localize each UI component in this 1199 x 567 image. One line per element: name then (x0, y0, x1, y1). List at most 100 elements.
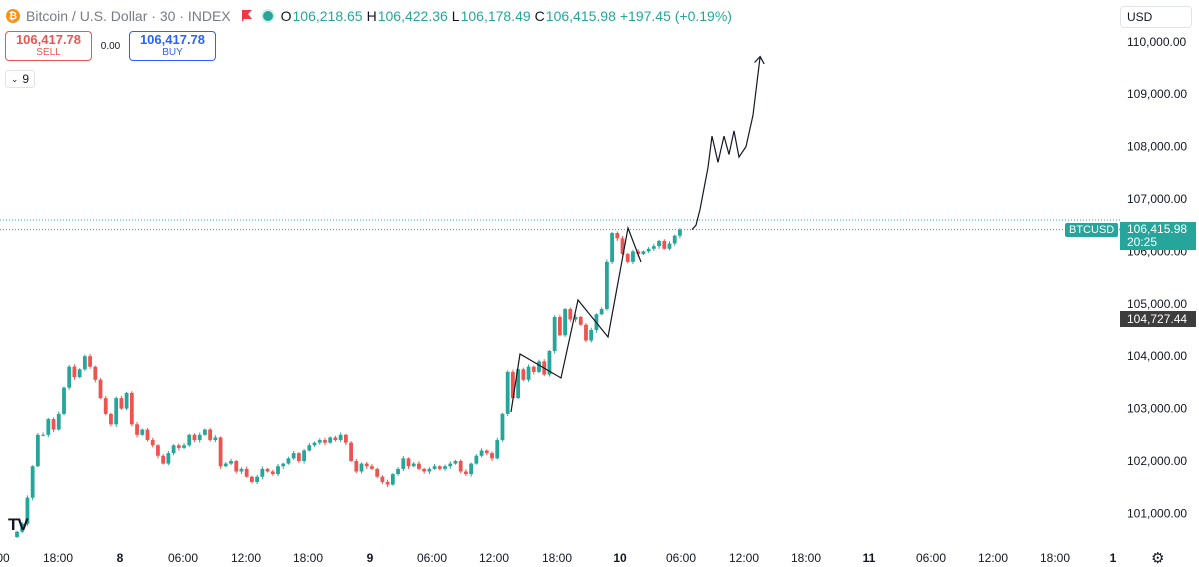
candle-body (464, 471, 468, 475)
candle-body (375, 468, 380, 477)
candle-body (234, 461, 239, 472)
y-tick-label: 110,000.00 (1127, 35, 1186, 49)
low-label: L (451, 8, 460, 24)
candle-body (396, 468, 400, 475)
candle-body (46, 419, 51, 435)
candle-body (145, 429, 150, 441)
candle-body (500, 413, 505, 441)
y-tick-label: 107,000.00 (1127, 192, 1187, 206)
candle-body (453, 461, 458, 464)
x-tick-label: 06:00 (168, 551, 198, 565)
currency-select[interactable]: USD (1120, 6, 1192, 28)
candle-body (323, 440, 327, 443)
candle-body (364, 463, 369, 467)
high-value: 106,422.36 (377, 8, 448, 24)
open-value: 106,218.65 (292, 8, 363, 24)
candle-body (208, 429, 213, 441)
candle-body (589, 330, 594, 341)
x-tick-label: 11 (863, 551, 876, 565)
flag-icon[interactable] (241, 8, 253, 24)
indicators-count: 9 (22, 72, 30, 86)
y-tick-label: 109,000.00 (1127, 87, 1187, 101)
y-tick-label: 104,000.00 (1127, 349, 1187, 363)
candle-body (385, 481, 390, 485)
y-tick-label: 102,000.00 (1127, 454, 1187, 468)
x-tick-label: 1 (1110, 551, 1117, 565)
candle-body (584, 324, 588, 341)
x-tick-label: 00 (0, 551, 10, 565)
x-tick-label: 18:00 (43, 551, 73, 565)
x-tick-label: 12:00 (231, 551, 261, 565)
candle-body (437, 466, 442, 469)
marker-price-tag: 104,727.44 (1120, 311, 1196, 327)
candle-body (203, 429, 207, 435)
candle-body (552, 316, 557, 351)
candle-body (103, 398, 108, 414)
sell-button[interactable]: 106,417.78 SELL (5, 31, 92, 61)
x-tick-label: 18:00 (293, 551, 323, 565)
candle-body (223, 463, 228, 467)
candle-body (333, 437, 338, 441)
candle-body (244, 468, 249, 477)
candle-body (390, 474, 395, 485)
y-tick-label: 108,000.00 (1127, 140, 1187, 154)
candle-body (479, 450, 484, 456)
candle-body (417, 463, 421, 469)
drawn-zigzag[interactable] (510, 225, 642, 413)
x-tick-label: 12:00 (479, 551, 509, 565)
x-tick-label: 12:00 (978, 551, 1008, 565)
candle-body (490, 453, 494, 459)
candle-body (109, 413, 113, 425)
bitcoin-icon: ₿ (6, 9, 20, 23)
candle-body (625, 254, 630, 262)
candle-body (307, 445, 312, 451)
candle-body (276, 466, 280, 475)
candle-body (260, 468, 265, 477)
candle-body (458, 461, 463, 472)
candle-body (359, 463, 364, 472)
candle-body (124, 392, 129, 409)
candle-body (114, 398, 119, 425)
candle-body (30, 466, 35, 498)
candle-body (615, 233, 620, 239)
symbol-title[interactable]: Bitcoin / U.S. Dollar · 30 · INDEX (26, 8, 231, 24)
candle-body (67, 366, 72, 388)
candle-body (291, 453, 296, 459)
projection-arrow[interactable] (691, 58, 760, 231)
indicators-toggle[interactable]: ⌄ 9 (5, 70, 35, 88)
candle-body (88, 356, 92, 367)
symbol-header: ₿ Bitcoin / U.S. Dollar · 30 · INDEX O 1… (6, 6, 736, 26)
candle-body (411, 463, 416, 467)
candle-body (370, 466, 374, 469)
spread-value: 0.00 (100, 40, 121, 52)
candle-body (72, 366, 77, 378)
buy-button[interactable]: 106,417.78 BUY (129, 31, 216, 61)
candle-body (150, 440, 155, 446)
candle-body (35, 434, 40, 467)
gear-icon[interactable]: ⚙ (1151, 550, 1165, 567)
low-value: 106,178.49 (460, 8, 531, 24)
candle-body (531, 366, 536, 372)
candle-body (484, 450, 489, 454)
market-status-icon (262, 11, 273, 21)
candle-body (474, 455, 479, 464)
candle-body (77, 369, 82, 378)
high-label: H (366, 8, 377, 24)
candle-body (406, 458, 411, 467)
x-tick-label: 06:00 (417, 551, 447, 565)
candle-body (93, 366, 98, 380)
candle-body (239, 468, 244, 472)
candle-body (604, 261, 609, 310)
chevron-down-icon: ⌄ (10, 73, 19, 84)
candle-body (15, 531, 19, 537)
x-tick-label: 10 (613, 551, 627, 565)
tradingview-logo[interactable]: TV (8, 515, 29, 534)
candle-body (51, 419, 56, 430)
candle-body (281, 463, 286, 467)
candle-body (573, 316, 578, 320)
close-label: C (534, 8, 545, 24)
candle-body (197, 434, 202, 441)
candle-body (312, 442, 317, 446)
candle-body (620, 238, 625, 255)
